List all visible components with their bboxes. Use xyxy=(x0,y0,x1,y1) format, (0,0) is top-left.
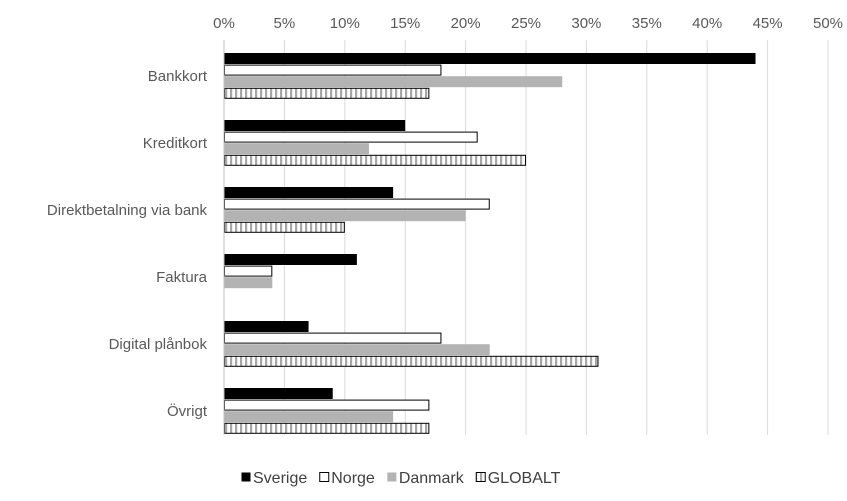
bar-sverige-ovrigt xyxy=(224,388,333,399)
bar-globalt-ovrigt xyxy=(224,422,430,434)
bar-sverige-faktura xyxy=(224,254,357,265)
legend-item-norge: Norge xyxy=(319,470,375,487)
category-label-bankkort: Bankkort xyxy=(148,68,208,85)
bar-sverige-direktbetalning-via-bank xyxy=(224,187,394,198)
bar-norge-kreditkort xyxy=(224,131,478,143)
legend-swatch xyxy=(387,472,397,482)
legend-label: Sverige xyxy=(253,470,307,487)
bar-sverige-bankkort xyxy=(224,53,756,64)
bar-danmark-bankkort xyxy=(224,76,563,88)
legend-swatch xyxy=(241,472,251,482)
x-tick-label: 45% xyxy=(753,15,783,32)
bar-norge-direktbetalning-via-bank xyxy=(224,198,490,210)
bar-norge-digital-planbok xyxy=(224,332,442,344)
legend-label: Danmark xyxy=(399,470,465,487)
bar-norge-bankkort xyxy=(224,64,442,76)
x-tick-label: 15% xyxy=(390,15,420,32)
x-tick-label: 20% xyxy=(451,15,481,32)
gridlines xyxy=(283,40,829,435)
bar-globalt-digital-planbok xyxy=(224,355,599,367)
bar-sverige-kreditkort xyxy=(224,120,406,131)
legend-swatch xyxy=(319,472,330,482)
legend-item-sverige: Sverige xyxy=(241,470,307,487)
category-label-direktbetalning-via-bank: Direktbetalning via bank xyxy=(47,202,208,219)
x-tick-label: 5% xyxy=(274,15,296,32)
legend-item-danmark: Danmark xyxy=(387,470,465,487)
bar-norge-faktura xyxy=(224,265,273,277)
bar-globalt-direktbetalning-via-bank xyxy=(224,221,345,233)
x-tick-label: 25% xyxy=(511,15,541,32)
bar-danmark-ovrigt xyxy=(224,411,394,423)
bar-danmark-kreditkort xyxy=(224,143,369,155)
category-label-faktura: Faktura xyxy=(156,269,208,286)
bar-globalt-kreditkort xyxy=(224,154,526,166)
x-tick-label: 50% xyxy=(813,15,843,32)
legend: Sverige Norge Danmark GLOBALT xyxy=(241,470,561,487)
legend-swatch xyxy=(475,472,486,482)
category-label-ovrigt: Övrigt xyxy=(167,402,208,420)
category-labels: Bankkort Kreditkort Direktbetalning via ba… xyxy=(47,68,208,420)
bar-danmark-faktura xyxy=(224,277,273,289)
bar-sverige-digital-planbok xyxy=(224,321,309,332)
bar-globalt-bankkort xyxy=(224,87,430,99)
x-axis-ticks: 0% 5% 10% 15% 20% 25% 30% 35% 40% 45% 50% xyxy=(213,15,843,32)
category-label-kreditkort: Kreditkort xyxy=(143,135,208,152)
x-tick-label: 0% xyxy=(213,15,235,32)
legend-item-globalt: GLOBALT xyxy=(475,470,561,487)
bar-danmark-direktbetalning-via-bank xyxy=(224,210,466,222)
category-label-digital-planbok: Digital plånbok xyxy=(109,336,208,353)
bar-danmark-digital-planbok xyxy=(224,344,490,356)
x-tick-label: 35% xyxy=(632,15,662,32)
x-tick-label: 40% xyxy=(692,15,722,32)
x-tick-label: 30% xyxy=(571,15,601,32)
x-tick-label: 10% xyxy=(330,15,360,32)
legend-label: Norge xyxy=(331,470,375,487)
bars xyxy=(224,53,756,434)
bar-norge-ovrigt xyxy=(224,399,430,411)
legend-label: GLOBALT xyxy=(488,470,561,487)
